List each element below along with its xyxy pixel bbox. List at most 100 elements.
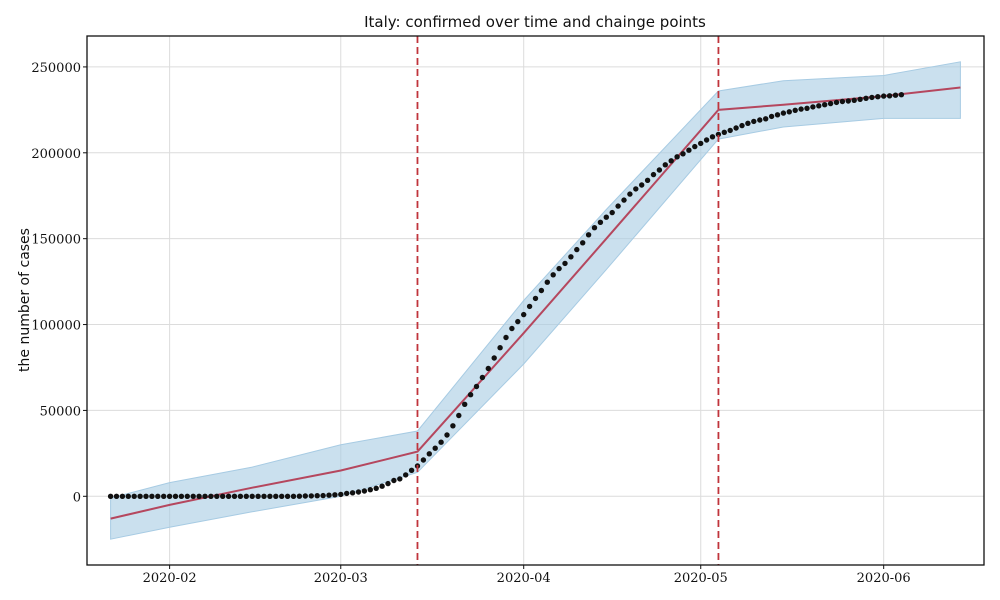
observed-point	[485, 365, 491, 372]
observed-point	[568, 254, 574, 260]
observed-point	[833, 99, 840, 106]
observed-point	[692, 143, 698, 150]
observed-point	[178, 493, 185, 499]
observed-point	[703, 137, 710, 143]
observed-point	[444, 432, 450, 438]
observed-point	[208, 493, 214, 499]
observed-point	[886, 93, 893, 99]
observed-point	[591, 225, 598, 231]
y-ticks: 0 50000 100000 150000 200000 250000	[31, 61, 87, 505]
observed-point	[149, 493, 155, 499]
observed-point	[816, 103, 822, 109]
observed-point	[137, 493, 143, 499]
observed-point	[585, 232, 592, 238]
observed-point	[296, 493, 303, 499]
change-points	[416, 36, 720, 565]
observed-point	[190, 493, 196, 499]
observed-point	[804, 105, 810, 112]
observed-point	[680, 151, 686, 157]
observed-point	[255, 493, 261, 499]
observed-point	[290, 493, 297, 499]
observed-point	[284, 493, 291, 499]
observed-point	[875, 94, 881, 100]
observed-point	[656, 167, 663, 173]
observed-point	[220, 493, 226, 499]
observed-point	[261, 493, 267, 499]
observed-point	[172, 493, 179, 499]
observed-point	[113, 493, 120, 499]
observed-point	[751, 118, 757, 125]
observed-point	[273, 493, 279, 499]
observed-point	[774, 112, 781, 118]
observed-point	[403, 472, 409, 478]
observed-point	[143, 493, 149, 499]
observed-point	[326, 492, 332, 498]
observed-point	[745, 120, 751, 127]
observed-point	[320, 492, 326, 499]
observed-point	[698, 140, 704, 147]
observed-point	[709, 134, 716, 140]
fitted-line	[110, 86, 961, 520]
y-tick-label: 250000	[31, 61, 81, 76]
observed-point	[538, 287, 545, 294]
observed-point	[491, 355, 497, 361]
observed-point	[644, 177, 651, 183]
observed-point	[763, 116, 769, 122]
observed-point	[715, 131, 722, 138]
observed-point	[355, 489, 362, 495]
observed-point	[349, 490, 356, 496]
observed-point	[155, 493, 161, 499]
observed-point	[184, 493, 190, 499]
observed-point	[314, 493, 320, 499]
observed-point	[202, 493, 208, 499]
observed-point	[869, 94, 875, 101]
y-tick-label: 150000	[31, 233, 81, 248]
observed-point	[279, 493, 285, 499]
observed-point	[367, 487, 373, 493]
fitted-trend-line	[110, 86, 961, 520]
observed-point	[851, 97, 857, 104]
observed-point	[426, 451, 432, 457]
observed-point	[857, 96, 863, 103]
observed-point	[863, 95, 869, 102]
observed-point	[757, 117, 763, 123]
observed-point	[302, 493, 308, 499]
x-ticks: 2020-02 2020-03 2020-04 2020-05 2020-06	[143, 565, 911, 586]
observed-point	[827, 100, 834, 107]
observed-point	[532, 295, 539, 302]
observed-point	[467, 392, 474, 398]
observed-point	[385, 480, 391, 487]
observed-point	[450, 423, 456, 429]
observed-point	[125, 493, 131, 499]
observed-point	[397, 476, 403, 482]
observed-point	[497, 345, 503, 351]
x-tick-label: 2020-03	[314, 571, 368, 586]
observed-point	[786, 109, 792, 115]
x-tick-label: 2020-06	[857, 571, 911, 586]
observed-point	[609, 209, 615, 216]
observed-point	[332, 492, 338, 498]
observed-point	[361, 488, 368, 494]
observed-point	[845, 98, 851, 104]
observed-point	[639, 182, 645, 188]
observed-point	[391, 477, 397, 484]
observed-point	[898, 92, 905, 98]
observed-point	[562, 260, 568, 267]
observed-point	[892, 92, 899, 98]
observed-point	[580, 240, 586, 246]
observed-point	[603, 214, 609, 220]
observed-point	[231, 493, 238, 499]
observed-point	[131, 493, 137, 499]
observed-point	[556, 265, 562, 272]
observed-point	[721, 129, 727, 135]
observed-point	[733, 125, 739, 131]
observed-point	[237, 493, 244, 499]
y-tick-label: 200000	[31, 147, 81, 162]
observed-point	[768, 113, 775, 120]
observed-point	[408, 467, 415, 473]
observed-point	[526, 303, 533, 310]
observed-point	[544, 279, 550, 285]
observed-point	[373, 485, 379, 491]
observed-point	[615, 203, 621, 209]
